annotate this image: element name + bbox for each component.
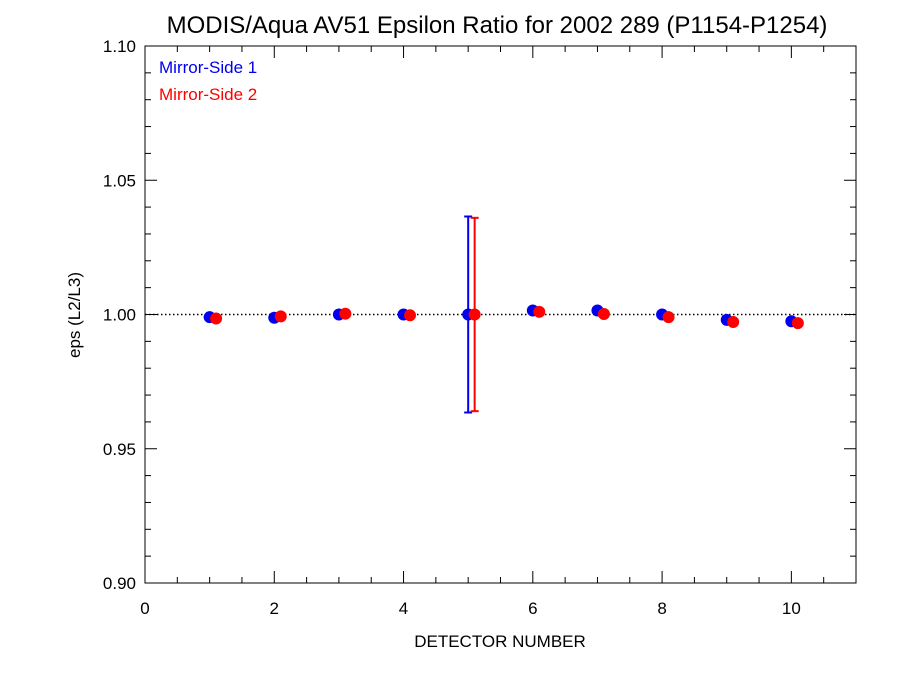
x-tick-label: 10 [782,599,801,618]
y-tick-label: 1.10 [103,37,136,56]
point-series-2 [274,310,287,323]
point-series-2 [468,308,481,321]
chart-title: MODIS/Aqua AV51 Epsilon Ratio for 2002 2… [167,12,828,39]
x-axis-label: DETECTOR NUMBER [414,632,586,651]
y-tick-label: 1.05 [103,171,136,190]
y-axis-label: eps (L2/L3) [65,272,84,358]
point-series-2 [791,317,804,330]
point-series-2 [597,307,610,320]
point-series-2 [533,305,546,318]
y-tick-label: 1.00 [103,306,136,325]
point-series-2 [210,312,223,325]
axis-tick-labels: 0 2 4 6 8 10 0.90 0.95 1.00 1.05 1.10 [103,37,801,618]
x-tick-label: 6 [528,599,537,618]
axis-ticks [144,45,857,584]
x-tick-label: 2 [270,599,279,618]
legend-mirror-side-2: Mirror-Side 2 [159,85,257,104]
y-tick-label: 0.95 [103,440,136,459]
legend: Mirror-Side 1 Mirror-Side 2 [159,58,257,104]
y-tick-label: 0.90 [103,574,136,593]
x-tick-label: 8 [657,599,666,618]
data-points [203,304,804,330]
point-series-2 [404,309,417,322]
x-tick-label: 0 [140,599,149,618]
point-series-2 [339,307,352,320]
point-series-2 [662,311,675,324]
x-tick-label: 4 [399,599,408,618]
point-series-2 [727,316,740,329]
legend-mirror-side-1: Mirror-Side 1 [159,58,257,77]
